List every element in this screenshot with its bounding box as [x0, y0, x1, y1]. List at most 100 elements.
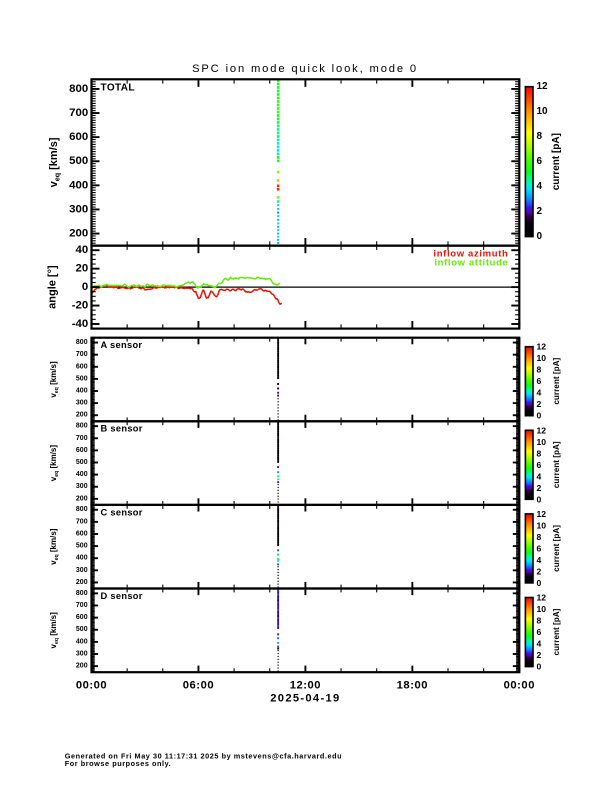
legend-inflow-azimuth: inflow azimuth: [433, 249, 508, 260]
colorbar: [525, 346, 533, 416]
spike-column-point: [276, 110, 280, 114]
spike-column-point: [277, 434, 280, 437]
x-tick-label: 00:00: [76, 679, 107, 691]
y-tick-label: 500: [76, 543, 88, 550]
spike-faint-point: [277, 495, 279, 497]
spike-point: [277, 553, 280, 556]
spike-column-point: [276, 89, 280, 93]
spike-point: [277, 383, 280, 385]
spike-point: [277, 633, 280, 636]
y-tick-label: 600: [69, 131, 88, 143]
plot-title: SPC ion mode quick look, mode 0: [192, 63, 418, 75]
spike-point: [276, 196, 280, 199]
y-tick-label: 20: [76, 263, 89, 275]
spike-faint-point: [277, 670, 279, 672]
spike-column-point: [277, 376, 280, 380]
colorbar-tick-label: 2: [537, 399, 542, 409]
spike-column-point: [277, 511, 280, 514]
colorbar-tick-label: 6: [537, 543, 542, 553]
spike-column-point: [277, 613, 280, 616]
legend-inflow-attitude: inflow attitude: [434, 257, 508, 268]
spike-faint-point: [277, 235, 280, 238]
spike-column-point: [277, 372, 280, 375]
spike-column-point: [276, 159, 280, 163]
spike-column-point: [277, 423, 280, 426]
panels-group: [90, 78, 534, 674]
colorbar-tick-label: 0: [537, 578, 542, 588]
spike-faint-point: [277, 492, 279, 494]
spike-faint-point: [277, 410, 279, 412]
spike-faint-point: [277, 204, 280, 207]
spike-point: [277, 645, 280, 648]
y-tick-label: 600: [76, 447, 88, 454]
spike-column-point: [277, 341, 280, 345]
colorbar-frame: [524, 345, 534, 417]
spike-column-point: [277, 541, 280, 544]
spike-faint-point: [277, 661, 279, 663]
spike-column-point: [277, 374, 280, 377]
spike-column-point: [277, 611, 280, 614]
colorbar-tick-label: 6: [537, 376, 542, 386]
spike-column-point: [277, 508, 280, 512]
y-tick-label: 800: [69, 83, 88, 95]
panel-frame: [90, 420, 521, 506]
y-tick-label: 500: [76, 626, 88, 633]
spike-column-point: [277, 357, 280, 360]
y-tick-label: 800: [76, 339, 88, 346]
spike-faint-point: [277, 568, 279, 571]
spike-column-point: [276, 100, 280, 103]
y-tick-label: -40: [72, 318, 88, 330]
spike-point: [277, 471, 280, 474]
spike-faint-point: [277, 650, 279, 652]
x-tick-label: 00:00: [504, 679, 535, 691]
y-tick-label: 500: [76, 375, 88, 382]
y-tick-label: 0: [82, 281, 88, 293]
spike-point: [277, 391, 280, 394]
spike-faint-point: [277, 586, 279, 588]
date-label: 2025-04-19: [270, 693, 340, 705]
spike-column-point: [277, 543, 280, 546]
colorbar-tick-label: 0: [537, 662, 542, 672]
spike-column-point: [276, 117, 280, 121]
panel-label: TOTAL: [101, 83, 135, 94]
spike-column-point: [276, 135, 280, 138]
spike-column-point: [277, 515, 280, 518]
colorbar-tick-label: 4: [537, 388, 542, 398]
y-tick-label: 400: [69, 179, 88, 191]
spike-column-point: [276, 82, 280, 86]
colorbar: [525, 513, 533, 583]
spike-faint-point: [277, 218, 280, 221]
spike-column-point: [277, 441, 280, 444]
spike-faint-point: [277, 238, 280, 241]
spike-faint-point: [277, 225, 280, 228]
colorbar-tick-label: 8: [537, 365, 542, 375]
spike-column-point: [277, 597, 280, 600]
spike-column-point: [277, 539, 280, 542]
y-tick-label: 600: [76, 363, 88, 370]
spike-column-point: [276, 156, 280, 159]
spike-column-point: [277, 599, 280, 602]
colorbar: [525, 86, 533, 237]
series-inflow-attitude: [90, 276, 281, 290]
spike-column-point: [277, 445, 280, 448]
spike-faint-point: [277, 404, 279, 406]
colorbar: [525, 430, 533, 500]
spike-column-point: [277, 624, 280, 627]
spike-column-point: [276, 96, 280, 100]
colorbar-tick-label: 12: [537, 593, 547, 603]
y-tick-label: 300: [76, 567, 88, 574]
y-axis-title: veq [km/s]: [49, 528, 60, 565]
spike-point: [276, 184, 280, 188]
x-tick-label: 12:00: [290, 679, 321, 691]
spike-point: [277, 394, 280, 397]
colorbar-axis-title: current [pA]: [552, 441, 561, 488]
spike-column-point: [277, 519, 280, 522]
spike-column-point: [276, 121, 280, 124]
y-tick-label: 40: [76, 244, 89, 256]
spike-faint-point: [277, 401, 279, 403]
spike-column-point: [277, 607, 280, 610]
spike-point: [277, 549, 280, 552]
spike-column-point: [276, 131, 280, 135]
spike-point: [276, 187, 280, 191]
